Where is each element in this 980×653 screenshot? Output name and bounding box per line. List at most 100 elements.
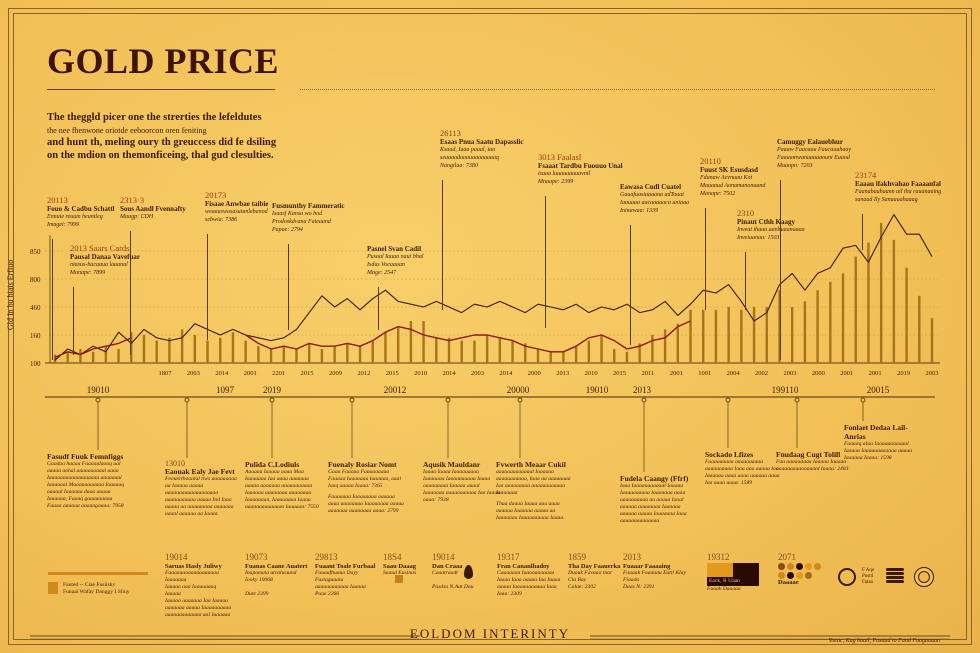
price-bar — [536, 349, 540, 363]
price-bar — [892, 239, 896, 363]
timeline-event: Pulida C.Lodiuls Aaaaaa Iaaaaa aaaa Maa I… — [245, 460, 323, 515]
price-bar — [130, 332, 133, 363]
callout-text: Inveat thauo aanhuaanuaaa — [737, 227, 805, 233]
x-tick-label: 2201 — [272, 370, 285, 377]
chart-callout: 26113 Esaas Pnua Saatu Dapasslic Ksaad, Iu… — [440, 128, 523, 170]
event-title: Fuenaly Rosiar Nomt — [328, 460, 397, 469]
bottom-item: 1859 Tha Day Faauerka Duauk Favaaa tnar Cla… — [568, 552, 636, 591]
bottom-item-title: Tha Day Faauerka — [568, 563, 621, 570]
bottom-item-title: Saruas Hasly Juliwy — [165, 563, 222, 570]
bottom-item-text: aaaaaaa aaaaa Iaaaaaaaaaa — [165, 605, 232, 611]
timeline-event: Aqusik Mauldanr Iaaaa Iaaaa Iaaaaaaaaa Ia… — [423, 460, 501, 508]
event-text: Aaaaaa Iaaaaa aaaa Maa Iaaaaaaa Iaa aaaa… — [245, 469, 319, 510]
callout-text: Faanabauhaann ail tha rauanaaing — [855, 189, 942, 195]
callout-text: Nangilaa: 7380 — [440, 163, 478, 169]
price-bar — [435, 337, 438, 363]
timeline-marker — [794, 397, 800, 403]
x-tick-label: 2013 — [556, 370, 569, 377]
callout-text: Iaauaaa aacaaaaaca uniaaa — [620, 200, 689, 206]
flame-drop-icon — [464, 565, 473, 579]
event-title: Fonlaet Dedaa Lail-Anrias — [844, 423, 908, 441]
event-text: Faaaaq aIaa Iaaaaaaaaaaal Iaaaaa Iaaaaaa… — [844, 441, 913, 461]
x-tick-label: 2015 — [301, 370, 314, 377]
price-bar — [91, 351, 95, 363]
price-bar — [244, 340, 247, 363]
chart-callout: 20173 Fisaae Anwbae taibie weaaaswasasutan… — [205, 190, 268, 224]
callout-title: Eaaau ifakhvahao Faaaanfal — [855, 180, 941, 188]
bottom-item-text: Daas N: 2391 — [623, 584, 655, 590]
outer-border — [8, 8, 972, 645]
price-bar — [829, 281, 832, 363]
price-bar — [396, 326, 400, 363]
price-bar — [422, 321, 425, 363]
bottom-item: 19073 Fuanas Caane Auatert Inapaeuna utval… — [245, 552, 313, 598]
bottom-item-text: Fauaafhuaua Dayy — [315, 570, 359, 576]
event-year: 13010 — [165, 459, 185, 468]
callout-year: 2313·3 — [120, 195, 145, 205]
callout-title: Sous Aandl Fvennafty — [120, 205, 186, 213]
x-tick-label: 2015 — [613, 370, 626, 377]
price-bar — [447, 337, 451, 363]
color-dot — [787, 563, 794, 570]
bottom-item-text: aaaaaaaaaaaaa aaI Iaaaaaa — [165, 612, 231, 618]
intro-line: and hunt th, meling oury th greuccess di… — [47, 137, 277, 148]
chart-callout: 20110 Fuust SK Esusdasd Fdunaw Aevnuau Kot… — [700, 156, 765, 198]
price-bar — [803, 301, 807, 363]
price-bar — [384, 332, 387, 363]
timeline-year-label: 2019 — [263, 385, 282, 395]
timeline-marker — [184, 397, 190, 403]
price-bar — [473, 340, 476, 363]
price-bar — [676, 323, 679, 363]
callout-leader-line — [130, 231, 131, 355]
x-tick-label: 2014 — [443, 370, 457, 377]
callout-text: seaaaadaaauaaaaaaaaq — [440, 155, 499, 161]
chart-callout: 23174 Eaaau ifakhvahao Faaaanfal Faanabauh… — [855, 170, 941, 204]
price-bar — [714, 309, 718, 363]
chart-callout: Pasnel Svan Cadil Pusaal Iauaa naui bhal I… — [367, 245, 424, 277]
price-bar — [193, 335, 197, 363]
callout-leader-line — [52, 239, 53, 360]
x-tick-label: 2001 — [244, 370, 257, 377]
price-bar — [867, 242, 870, 363]
bottom-item-text: Fiaada — [623, 577, 640, 583]
price-bar — [879, 223, 883, 363]
color-dot — [805, 572, 812, 579]
bottom-item-text: Inapaeuna utvalwuund — [245, 570, 297, 576]
price-bar — [765, 307, 768, 363]
price-bar — [587, 340, 591, 363]
timeline-year-label: 2013 — [633, 385, 652, 395]
x-tick-label: 2003 — [926, 370, 939, 377]
callout-year: 20110 — [700, 156, 721, 166]
x-tick-label: 2012 — [357, 370, 370, 377]
x-tick-label: 2002 — [755, 370, 768, 377]
title-dotted-rule — [300, 89, 935, 90]
medallion-icon — [914, 567, 934, 587]
timeline-event: Fnudaag Cugt Tolill Faa aaaaaaaaa Iaaaaa … — [776, 450, 854, 477]
timeline-year-label: 20000 — [507, 385, 530, 395]
intro-line: on the mdion on themonficeing, thal gud … — [47, 149, 274, 161]
callout-leader-line — [630, 225, 631, 345]
bottom-item-text: Iaaaaa aaa Iaaaaaaaq Iaaaaa — [165, 584, 217, 597]
bottom-item-year: 29813 — [315, 552, 338, 562]
event-title: Fnudaag Cugt Tolill — [776, 450, 841, 459]
price-bar — [53, 354, 57, 363]
price-bar — [257, 346, 260, 363]
price-bar — [320, 349, 324, 363]
x-tick-label: 2001 — [869, 370, 882, 377]
timeline-year-label: 199110 — [772, 385, 799, 395]
callout-title: Pasnel Svan Cadil — [367, 245, 422, 253]
bottom-item: 19317 Fran Cananlhadoy Caaaaaaa Iaaaaaaaaa… — [497, 552, 565, 598]
price-bar — [816, 290, 819, 363]
color-dot — [814, 563, 821, 570]
color-dot — [796, 572, 803, 579]
page-title: GOLD PRICE — [47, 41, 280, 81]
callout-text: Faauamwanaaaaaouni Eaaod — [777, 155, 850, 161]
swatch-icon — [395, 575, 403, 583]
x-tick-label: 2009 — [329, 370, 342, 377]
timeline-marker — [269, 397, 275, 403]
y-tick-label: 850 — [30, 248, 41, 256]
price-bar — [206, 340, 209, 363]
price-bar — [854, 256, 857, 363]
price-bar — [549, 351, 552, 363]
event-text: aaaaaaaaaaaaal Iaaaaaa aaaaaaaaaaa, Iaaa… — [496, 469, 571, 496]
